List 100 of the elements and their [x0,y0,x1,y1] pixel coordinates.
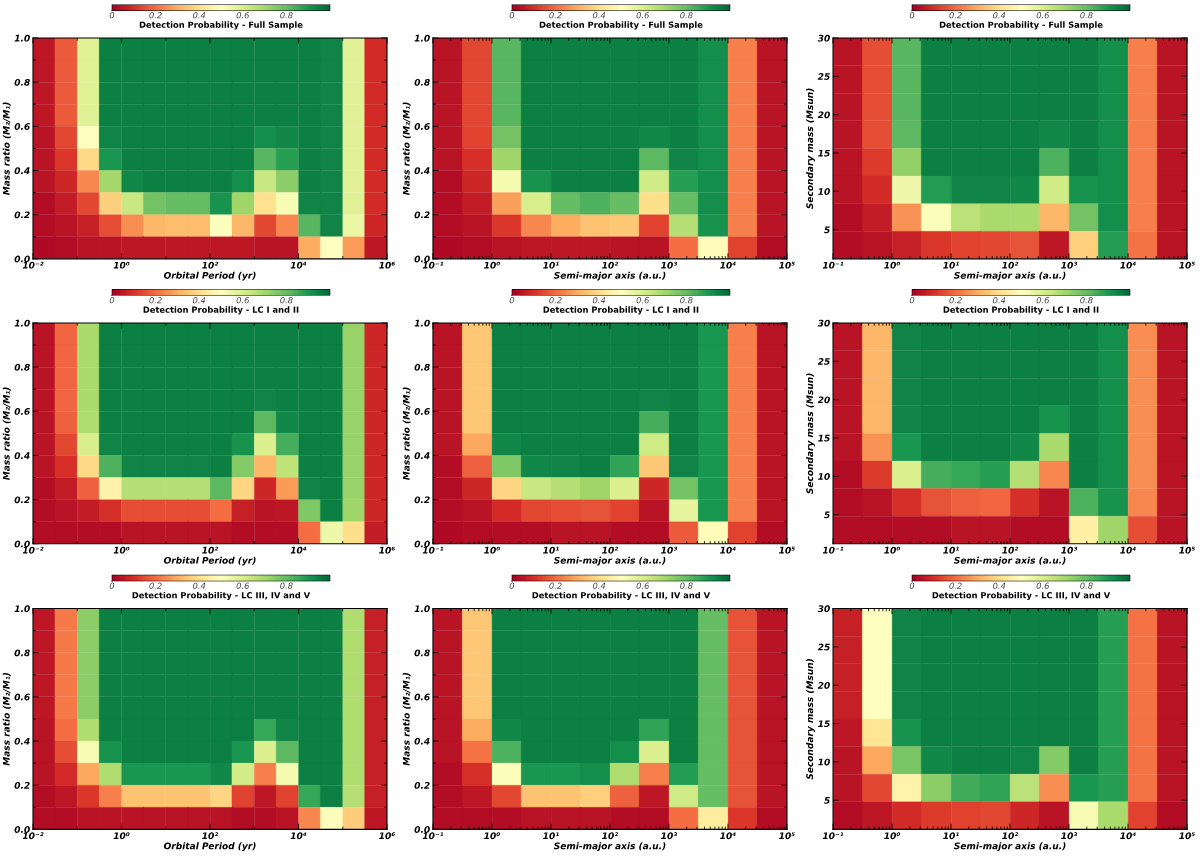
color-bar-label: 0.6 [236,297,250,304]
y-tick-label: 1.0 [414,605,430,613]
x-tick-label: 10⁶ [379,832,395,840]
color-bar-label: 0.4 [592,12,606,19]
y-tick-label: 0.0 [414,540,430,548]
y-tick-label: 5 [824,511,830,519]
y-tick-label: 0.2 [414,211,430,219]
x-tick-label: 10⁴ [720,261,736,269]
x-tick-label: 10⁻² [22,546,44,554]
y-tick-label: 1.0 [14,605,30,613]
color-bar-label: 0.8 [680,582,693,589]
y-tick-label: 0.2 [414,496,430,504]
color-bar-label: 0.4 [192,12,206,19]
y-tick-label: 1.0 [14,34,30,42]
y-tick-label: 0.6 [414,123,430,130]
x-tick-label: 10³ [661,261,678,269]
color-bar-label: 0.6 [636,297,649,304]
y-tick-label: 0.6 [14,408,30,415]
color-bar-label: 0.8 [1080,12,1093,19]
y-axis-title: Mass ratio (M₂/M₁) [402,672,411,766]
color-bar-label: 0.6 [1036,12,1050,19]
y-tick-label: 0.4 [414,452,430,460]
color-bar-label: 0.2 [149,12,162,19]
color-bar-label: 0 [909,297,915,304]
x-tick-label: 10⁵ [1179,546,1195,554]
color-bar-label: 0.8 [680,297,693,304]
color-bar-label: 0.4 [592,297,606,304]
y-tick-label: 20 [817,111,830,119]
x-tick-label: 10⁻¹ [422,546,444,554]
y-tick-label: 0.6 [414,693,430,701]
x-tick-label: 10³ [1061,261,1078,269]
x-tick-label: 10² [602,832,619,840]
y-tick-label: 0.8 [14,78,30,86]
y-tick-label: 10 [818,758,830,766]
x-tick-label: 10⁰ [884,546,900,554]
y-tick-label: 0.4 [14,737,30,745]
y-axis-title: Secondary mass (Msun) [806,373,815,494]
color-bar-label: 0.4 [993,582,1006,589]
x-tick-label: 10⁴ [290,832,307,840]
y-tick-label: 0.4 [14,452,30,460]
color-bar-label: 0.2 [149,297,162,304]
x-tick-label: 10⁰ [113,546,130,554]
x-tick-label: 10¹ [543,261,559,269]
color-bar-label: 0.2 [549,582,562,589]
x-tick-label: 10² [1002,546,1019,554]
y-tick-label: 0.2 [14,496,30,504]
x-axis-title: Semi-major axis (a.u.) [953,271,1066,281]
color-bar-label: 0.8 [280,297,293,304]
y-tick-label: 0.6 [14,693,30,701]
y-tick-label: 20 [817,396,830,404]
color-bar-label: 0.8 [280,582,293,589]
x-tick-label: 10² [202,261,219,269]
y-tick-label: 0.0 [14,255,30,263]
y-tick-label: 0.2 [414,781,430,789]
y-tick-label: 0.6 [14,123,30,130]
y-tick-label: 0.8 [414,363,430,371]
x-tick-label: 10⁴ [720,546,736,554]
x-tick-label: 10⁻¹ [422,832,444,840]
color-bar-label: 0.8 [280,12,293,19]
y-tick-label: 0.8 [14,649,30,657]
x-axis-title: Semi-major axis (a.u.) [553,842,666,852]
x-tick-label: 10⁻² [22,832,44,840]
x-tick-label: 10⁵ [779,546,795,554]
x-tick-label: 10⁰ [884,261,900,269]
x-tick-label: 10¹ [543,546,559,554]
x-tick-label: 10⁰ [884,832,900,840]
y-tick-label: 0.0 [414,255,430,263]
color-bar-label: 0.6 [236,582,250,589]
x-tick-label: 10⁴ [1120,261,1136,269]
y-tick-label: 20 [817,681,830,689]
color-bar-label: 0 [109,297,115,304]
x-tick-label: 10⁵ [779,832,795,840]
color-bar-label: 0.6 [1036,297,1050,304]
color-bar-label: 0.6 [636,12,649,19]
x-tick-label: 10² [602,261,619,269]
color-bar-label: 0.8 [1080,582,1093,589]
color-bar-label: 0.8 [680,12,693,19]
x-tick-label: 10⁵ [1179,261,1195,269]
y-tick-label: 10 [818,188,830,195]
y-tick-label: 0.4 [414,737,430,745]
x-axis-title: Semi-major axis (a.u.) [953,842,1066,852]
color-bar-label: 0.6 [1036,582,1050,589]
color-bar-title: Detection Probability - LC III, IV and V [932,591,1111,601]
y-tick-label: 1.0 [414,34,430,42]
color-bar-title: Detection Probability - LC I and II [943,306,1099,315]
y-tick-label: 0.6 [414,408,430,415]
color-bar-title: Detection Probability - LC I and II [543,306,699,315]
y-tick-label: 10 [818,473,830,480]
color-bar-label: 0 [509,12,515,19]
x-tick-label: 10⁴ [290,261,307,269]
x-tick-label: 10³ [661,546,678,554]
x-tick-label: 10¹ [943,261,959,269]
color-bar-title: Detection Probability - LC III, IV and V [132,591,311,601]
y-axis-title: Mass ratio (M₂/M₁) [2,102,11,196]
y-tick-label: 1.0 [14,319,30,327]
y-tick-label: 30 [817,605,830,613]
x-tick-label: 10⁶ [379,546,395,554]
y-axis-title: Secondary mass (Msun) [806,659,815,780]
y-tick-label: 30 [817,319,830,327]
y-tick-label: 0.2 [14,211,30,219]
